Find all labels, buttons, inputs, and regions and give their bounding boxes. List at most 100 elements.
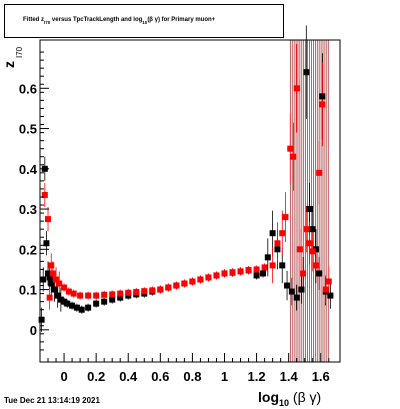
y-tick-label: 0.5 xyxy=(19,122,37,137)
data-point xyxy=(45,270,52,277)
x-axis-ticks: 0 0.2 0.4 0.6 0.8 1 1.2 1.4 1.6 xyxy=(47,353,330,384)
title-part1: Fitted z xyxy=(23,17,44,23)
data-point xyxy=(56,280,63,287)
y-tick-label: 0.2 xyxy=(19,242,37,257)
data-point xyxy=(319,101,326,108)
x-tick-label: 1.6 xyxy=(312,369,330,384)
series-red-markers xyxy=(41,85,332,301)
data-point xyxy=(253,266,260,273)
data-point xyxy=(269,262,276,269)
data-point xyxy=(253,272,260,279)
y-tick-label: 0.3 xyxy=(19,202,37,217)
data-point xyxy=(296,246,303,253)
data-point xyxy=(274,240,281,247)
x-tick-label: 0.6 xyxy=(151,369,169,384)
data-point xyxy=(70,290,77,297)
data-point xyxy=(325,278,332,285)
data-point xyxy=(293,85,300,92)
data-point xyxy=(312,246,319,253)
title-part2: versus TpcTrackLength and log xyxy=(50,17,143,23)
y-tick-label: 0.6 xyxy=(19,81,37,96)
data-point xyxy=(312,262,319,269)
data-point xyxy=(61,298,68,305)
data-point xyxy=(245,267,252,274)
data-point xyxy=(322,286,329,293)
data-point xyxy=(229,269,236,276)
y-axis-ticks: 0 0.1 0.2 0.3 0.4 0.5 0.6 xyxy=(19,51,49,351)
error-bands xyxy=(289,40,330,362)
data-point xyxy=(288,288,295,295)
data-point xyxy=(46,274,53,281)
title-part3: (β γ) for Primary muon+ xyxy=(147,17,216,23)
data-point xyxy=(173,282,180,289)
data-point xyxy=(261,264,268,271)
data-point xyxy=(205,274,212,281)
data-point xyxy=(316,169,323,176)
data-point xyxy=(64,300,71,307)
data-point xyxy=(109,296,116,303)
data-point xyxy=(38,316,45,323)
data-point xyxy=(282,214,289,221)
data-point xyxy=(78,306,85,313)
data-point xyxy=(279,262,286,269)
data-point xyxy=(101,291,108,298)
data-point xyxy=(85,292,92,299)
data-point xyxy=(284,282,291,289)
data-point xyxy=(125,289,132,296)
data-point xyxy=(290,153,297,160)
data-point xyxy=(77,292,84,299)
data-point xyxy=(54,292,61,299)
data-point xyxy=(51,286,58,293)
data-point xyxy=(57,296,64,303)
data-point xyxy=(293,294,300,301)
data-point xyxy=(319,93,326,100)
data-point xyxy=(117,290,124,297)
y-axis-label: z xyxy=(1,61,17,68)
data-point xyxy=(149,287,156,294)
data-point xyxy=(165,284,172,291)
y-axis-label-sub: I70 xyxy=(15,46,24,58)
data-point xyxy=(287,145,294,152)
data-point xyxy=(221,270,228,277)
data-point xyxy=(300,270,307,277)
data-point xyxy=(53,276,60,283)
data-point xyxy=(48,262,55,269)
x-tick-label: 1 xyxy=(221,369,228,384)
x-tick-label: 1.4 xyxy=(280,369,299,384)
data-point xyxy=(309,248,316,255)
data-point xyxy=(213,272,220,279)
data-point xyxy=(303,226,310,233)
data-point xyxy=(141,288,148,295)
data-point xyxy=(65,288,72,295)
data-point xyxy=(259,270,266,277)
data-point xyxy=(327,292,334,299)
data-point xyxy=(306,240,313,247)
data-point xyxy=(274,246,281,253)
data-point xyxy=(41,191,48,198)
data-point xyxy=(306,206,313,213)
y-tick-label: 0.4 xyxy=(19,162,38,177)
data-point xyxy=(45,216,52,223)
plot-frame xyxy=(39,39,341,363)
data-point xyxy=(73,304,80,311)
x-axis-label: log10 (β γ) xyxy=(258,389,321,408)
data-point xyxy=(189,278,196,285)
data-point xyxy=(61,284,68,291)
x-tick-label: 0 xyxy=(60,369,67,384)
data-point xyxy=(133,288,140,295)
data-point xyxy=(279,230,286,237)
y-tick-label: 0.1 xyxy=(19,283,37,298)
x-tick-label: 0.2 xyxy=(87,369,105,384)
data-point xyxy=(181,280,188,287)
data-point xyxy=(316,270,323,277)
data-point xyxy=(264,254,271,261)
data-point xyxy=(93,292,100,299)
data-point xyxy=(303,69,310,76)
data-point xyxy=(48,280,55,287)
chart-title-box: Fitted zI70 versus TpcTrackLength and lo… xyxy=(4,4,284,38)
data-point xyxy=(117,294,124,301)
data-point xyxy=(237,268,244,275)
x-tick-label: 1.2 xyxy=(248,369,266,384)
data-point xyxy=(49,270,56,277)
